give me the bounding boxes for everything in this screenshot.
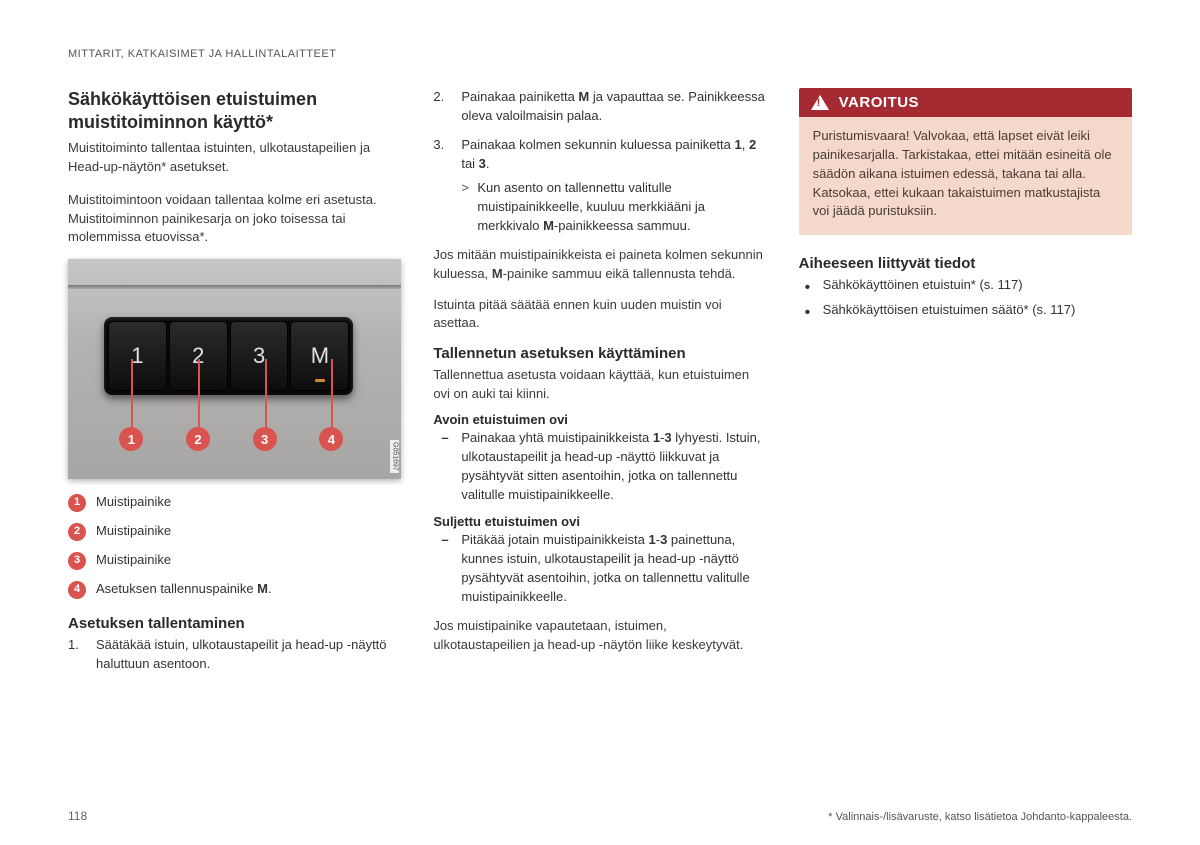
use-intro: Tallennettua asetusta voidaan käyttää, k…	[433, 366, 766, 404]
column-2: Painakaa painiketta M ja vapauttaa se. P…	[433, 88, 766, 684]
body-paragraph: Jos muistipainike vapautetaan, istuimen,…	[433, 617, 766, 655]
callout-badge: 2	[186, 427, 210, 451]
legend-text: Muistipainike	[96, 493, 171, 512]
body-paragraph: Muistitoimintoon voidaan tallentaa kolme…	[68, 191, 401, 248]
save-steps-list-cont: Painakaa painiketta M ja vapauttaa se. P…	[433, 88, 766, 236]
related-info-title: Aiheeseen liittyvät tiedot	[799, 255, 1132, 272]
callout-line	[131, 359, 133, 429]
callout-badge: 1	[119, 427, 143, 451]
save-step-3: Painakaa kolmen sekunnin kuluessa painik…	[433, 136, 766, 236]
image-code: G051697	[390, 440, 399, 473]
callout-line	[198, 359, 200, 429]
open-door-title: Avoin etuistuimen ovi	[433, 412, 766, 427]
column-1: Sähkökäyttöisen etuistuimen muistitoimin…	[68, 88, 401, 684]
body-paragraph: Jos mitään muistipainikkeista ei paineta…	[433, 246, 766, 284]
related-info-item: Sähkökäyttöinen etuistuin* (s. 117)	[799, 276, 1132, 295]
callout-line	[265, 359, 267, 429]
warning-header: VAROITUS	[799, 88, 1132, 117]
memory-buttons-image: 1 2 3 M 1 2 3 4 G051697	[68, 259, 401, 479]
callout-line	[331, 359, 333, 429]
related-info-item: Sähkökäyttöisen etuistuimen säätö* (s. 1…	[799, 301, 1132, 320]
legend-row: 2 Muistipainike	[68, 522, 401, 541]
legend-text: Asetuksen tallennuspainike M.	[96, 580, 272, 599]
closed-door-title: Suljettu etuistuimen ovi	[433, 514, 766, 529]
intro-text: Muistitoiminto tallentaa istuinten, ulko…	[68, 139, 401, 177]
memory-button-3: 3	[230, 321, 289, 391]
warning-title: VAROITUS	[839, 94, 919, 111]
save-step-3-note: Kun asento on tallennettu valitulle muis…	[433, 179, 766, 236]
legend-badge: 2	[68, 523, 86, 541]
page-number: 118	[68, 809, 87, 823]
warning-icon	[811, 95, 829, 110]
legend-badge: 4	[68, 581, 86, 599]
legend-badge: 3	[68, 552, 86, 570]
save-step-2: Painakaa painiketta M ja vapauttaa se. P…	[433, 88, 766, 126]
memory-button-m: M	[290, 321, 349, 391]
legend-row: 1 Muistipainike	[68, 493, 401, 512]
content-columns: Sähkökäyttöisen etuistuimen muistitoimin…	[68, 88, 1132, 684]
callout-badge: 3	[253, 427, 277, 451]
related-info-list: Sähkökäyttöinen etuistuin* (s. 117) Sähkö…	[799, 276, 1132, 320]
chapter-header: MITTARIT, KATKAISIMET JA HALLINTALAITTEE…	[68, 48, 1132, 60]
legend-row: 3 Muistipainike	[68, 551, 401, 570]
body-paragraph: Istuinta pitää säätää ennen kuin uuden m…	[433, 296, 766, 334]
closed-door-list: Pitäkää jotain muistipainikkeista 1-3 pa…	[433, 531, 766, 606]
save-steps-list-start: Säätäkää istuin, ulkotaustapeilit ja hea…	[68, 636, 401, 674]
open-door-item: Painakaa yhtä muistipainikkeista 1-3 lyh…	[433, 429, 766, 504]
save-setting-title: Asetuksen tallentaminen	[68, 615, 401, 632]
closed-door-item: Pitäkää jotain muistipainikkeista 1-3 pa…	[433, 531, 766, 606]
panel-ridge	[68, 285, 401, 289]
page-title: Sähkökäyttöisen etuistuimen muistitoimin…	[68, 88, 401, 133]
buttons-row: 1 2 3 M	[104, 317, 353, 395]
memory-button-1: 1	[108, 321, 167, 391]
save-step-1: Säätäkää istuin, ulkotaustapeilit ja hea…	[68, 636, 401, 674]
footnote: * Valinnais-/lisävaruste, katso lisätiet…	[828, 811, 1132, 823]
column-3: VAROITUS Puristumisvaara! Valvokaa, että…	[799, 88, 1132, 684]
warning-box: VAROITUS Puristumisvaara! Valvokaa, että…	[799, 88, 1132, 235]
image-legend: 1 Muistipainike 2 Muistipainike 3 Muistipaini…	[68, 493, 401, 599]
open-door-list: Painakaa yhtä muistipainikkeista 1-3 lyh…	[433, 429, 766, 504]
warning-body: Puristumisvaara! Valvokaa, että lapset e…	[799, 117, 1132, 235]
legend-text: Muistipainike	[96, 522, 171, 541]
callout-badge: 4	[319, 427, 343, 451]
use-setting-title: Tallennetun asetuksen käyttäminen	[433, 345, 766, 362]
legend-badge: 1	[68, 494, 86, 512]
legend-row: 4 Asetuksen tallennuspainike M.	[68, 580, 401, 599]
legend-text: Muistipainike	[96, 551, 171, 570]
